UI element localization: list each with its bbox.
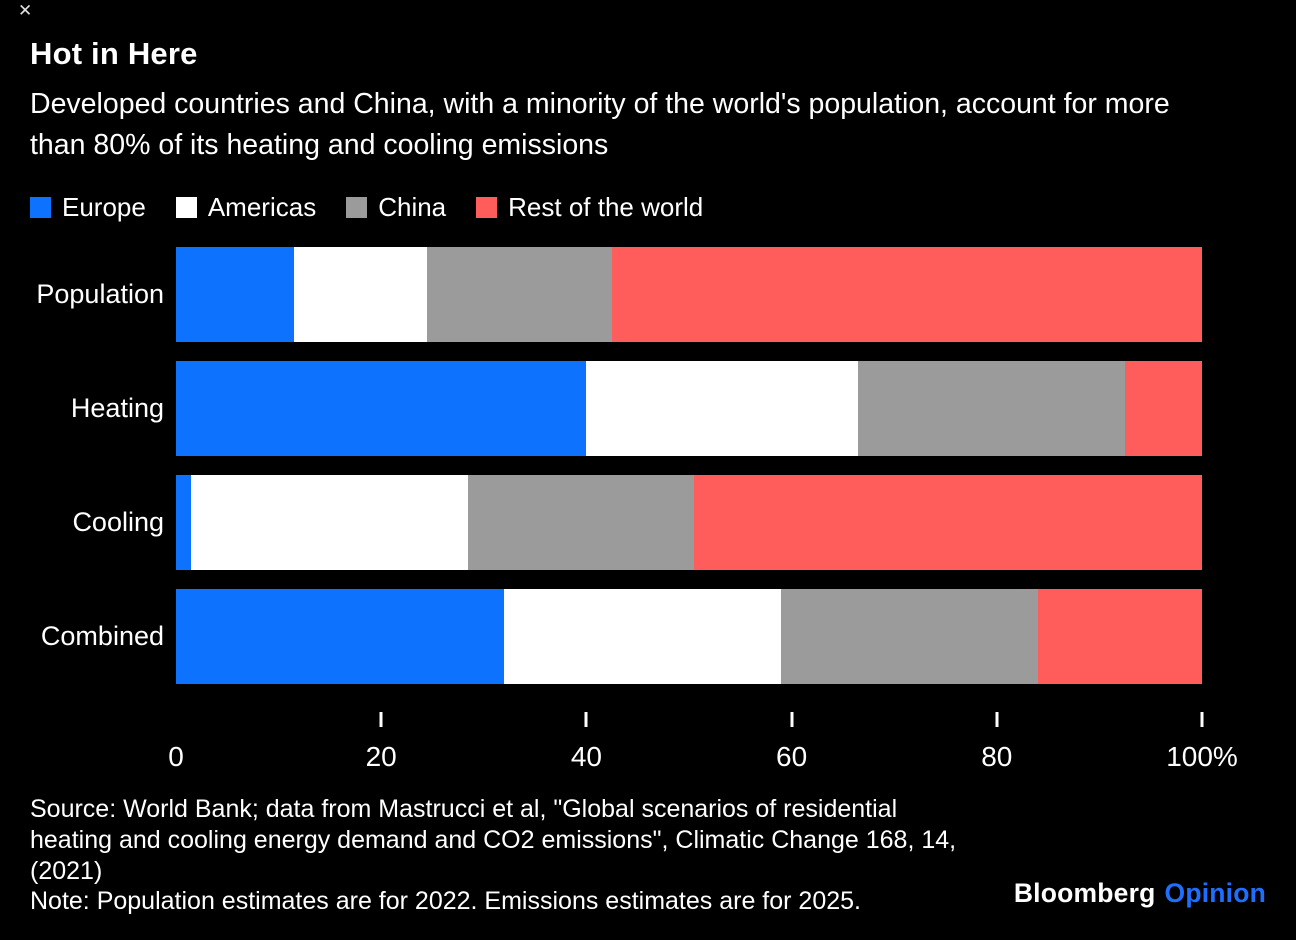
bar-segment-china [468,475,695,571]
legend-swatch-china [346,196,368,218]
bar-segment-china [781,589,1038,685]
opinion-wordmark: Opinion [1164,878,1266,908]
category-label: Population [36,279,164,310]
axis-tick-label: 60 [776,741,808,773]
x-axis: 0 20 40 60 80 100% [30,703,1238,783]
close-icon[interactable]: ✕ [18,1,33,20]
chart-subtitle: Developed countries and China, with a mi… [30,87,1170,161]
chart-title: Hot in Here [30,36,198,71]
bar-segment-china [427,247,613,343]
legend: Europe Americas China Rest of the world [30,192,1266,222]
bar-track [176,247,1202,343]
bar-segment-europe [176,475,192,571]
legend-item-china: China [346,192,446,223]
category-label: Cooling [72,507,164,538]
source-line: Source: World Bank; data from Mastrucci … [30,795,898,823]
bar-segment-rest-of-the-world [1037,589,1202,685]
axis-tick [379,712,383,728]
bar-segment-rest-of-the-world [694,475,1202,571]
bar-segment-europe [176,361,587,457]
bar-segment-americas [293,247,428,343]
bloomberg-opinion-logo: Bloomberg Opinion [1014,878,1266,909]
bar-row-combined: Combined [30,589,1202,685]
category-label: Heating [70,393,164,424]
chart-rows: Population Heating Cooling Combined [30,247,1202,685]
legend-swatch-rest-of-the-world [476,196,498,218]
bar-row-heating: Heating [30,361,1202,457]
bar-track [176,475,1202,571]
axis-tick [584,712,588,728]
bar-track [176,361,1202,457]
legend-swatch-americas [175,196,197,218]
legend-swatch-europe [30,196,51,218]
bar-segment-china [858,361,1126,457]
legend-item-rest-of-the-world: Rest of the world [476,192,703,223]
axis-tick-label: 0 [168,741,184,773]
axis-tick-label: 40 [570,741,602,773]
axis-tick-label: 100% [1166,741,1238,773]
axis-tick-label: 80 [981,741,1013,773]
note-line: Note: Population estimates are for 2022.… [30,887,861,916]
chart: Population Heating Cooling Combined 0 20 40 60… [30,247,1266,783]
bar-segment-rest-of-the-world [612,247,1202,343]
bar-segment-rest-of-the-world [1125,361,1202,457]
legend-item-europe: Europe [30,192,146,223]
bar-segment-americas [191,475,469,571]
bar-row-cooling: Cooling [30,475,1202,571]
bar-segment-europe [176,589,505,685]
chart-card: Hot in Here Developed countries and Chin… [30,36,1266,783]
source-line: heating and cooling energy demand and CO… [30,825,957,854]
source-note: Source: World Bank; data from Mastrucci … [30,794,956,917]
axis-tick [1200,712,1204,728]
bar-segment-americas [504,589,782,685]
legend-label: Europe [62,191,146,222]
legend-label: Americas [207,191,317,222]
axis-tick [790,712,794,728]
axis-tick [995,712,999,728]
x-axis-spacer [30,703,176,783]
bloomberg-wordmark: Bloomberg [1013,878,1156,908]
source-line: (2021) [30,856,103,885]
axis-tick-label: 20 [365,741,397,773]
bar-segment-europe [176,247,294,343]
legend-item-americas: Americas [175,191,317,223]
x-axis-area: 0 20 40 60 80 100% [168,703,1238,783]
bar-track [176,589,1202,685]
bar-row-population: Population [30,247,1202,343]
bar-segment-americas [586,361,859,457]
category-label: Combined [40,621,164,652]
legend-label: China [378,191,447,222]
legend-label: Rest of the world [508,191,704,222]
